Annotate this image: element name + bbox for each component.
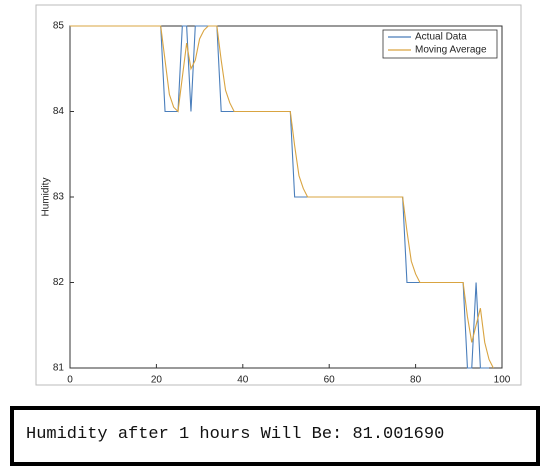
x-tick-label: 40 (237, 375, 249, 386)
x-tick-label: 100 (494, 375, 511, 386)
legend-label: Moving Average (415, 45, 487, 56)
x-tick-label: 60 (324, 375, 336, 386)
console-output: Humidity after 1 hours Will Be: 81.00169… (10, 406, 540, 466)
plot-area (69, 25, 503, 369)
console-text: Humidity after 1 hours Will Be: 81.00169… (26, 425, 445, 444)
legend-box (382, 29, 498, 59)
x-tick-label: 20 (151, 375, 163, 386)
y-tick-label: 81 (53, 363, 65, 374)
y-tick-label: 85 (53, 21, 65, 32)
y-tick-label: 84 (53, 106, 65, 117)
data-line (70, 25, 494, 369)
x-tick-label: 0 (67, 375, 73, 386)
x-tick-label: 80 (410, 375, 422, 386)
y-axis-label: Humidity (41, 178, 52, 217)
y-tick-label: 83 (53, 192, 65, 203)
y-tick-label: 82 (53, 277, 65, 288)
legend-label: Actual Data (415, 32, 467, 43)
chart: Humidity 81 82 83 84 85 0 20 40 60 80 100 Actual Da… (35, 4, 522, 386)
